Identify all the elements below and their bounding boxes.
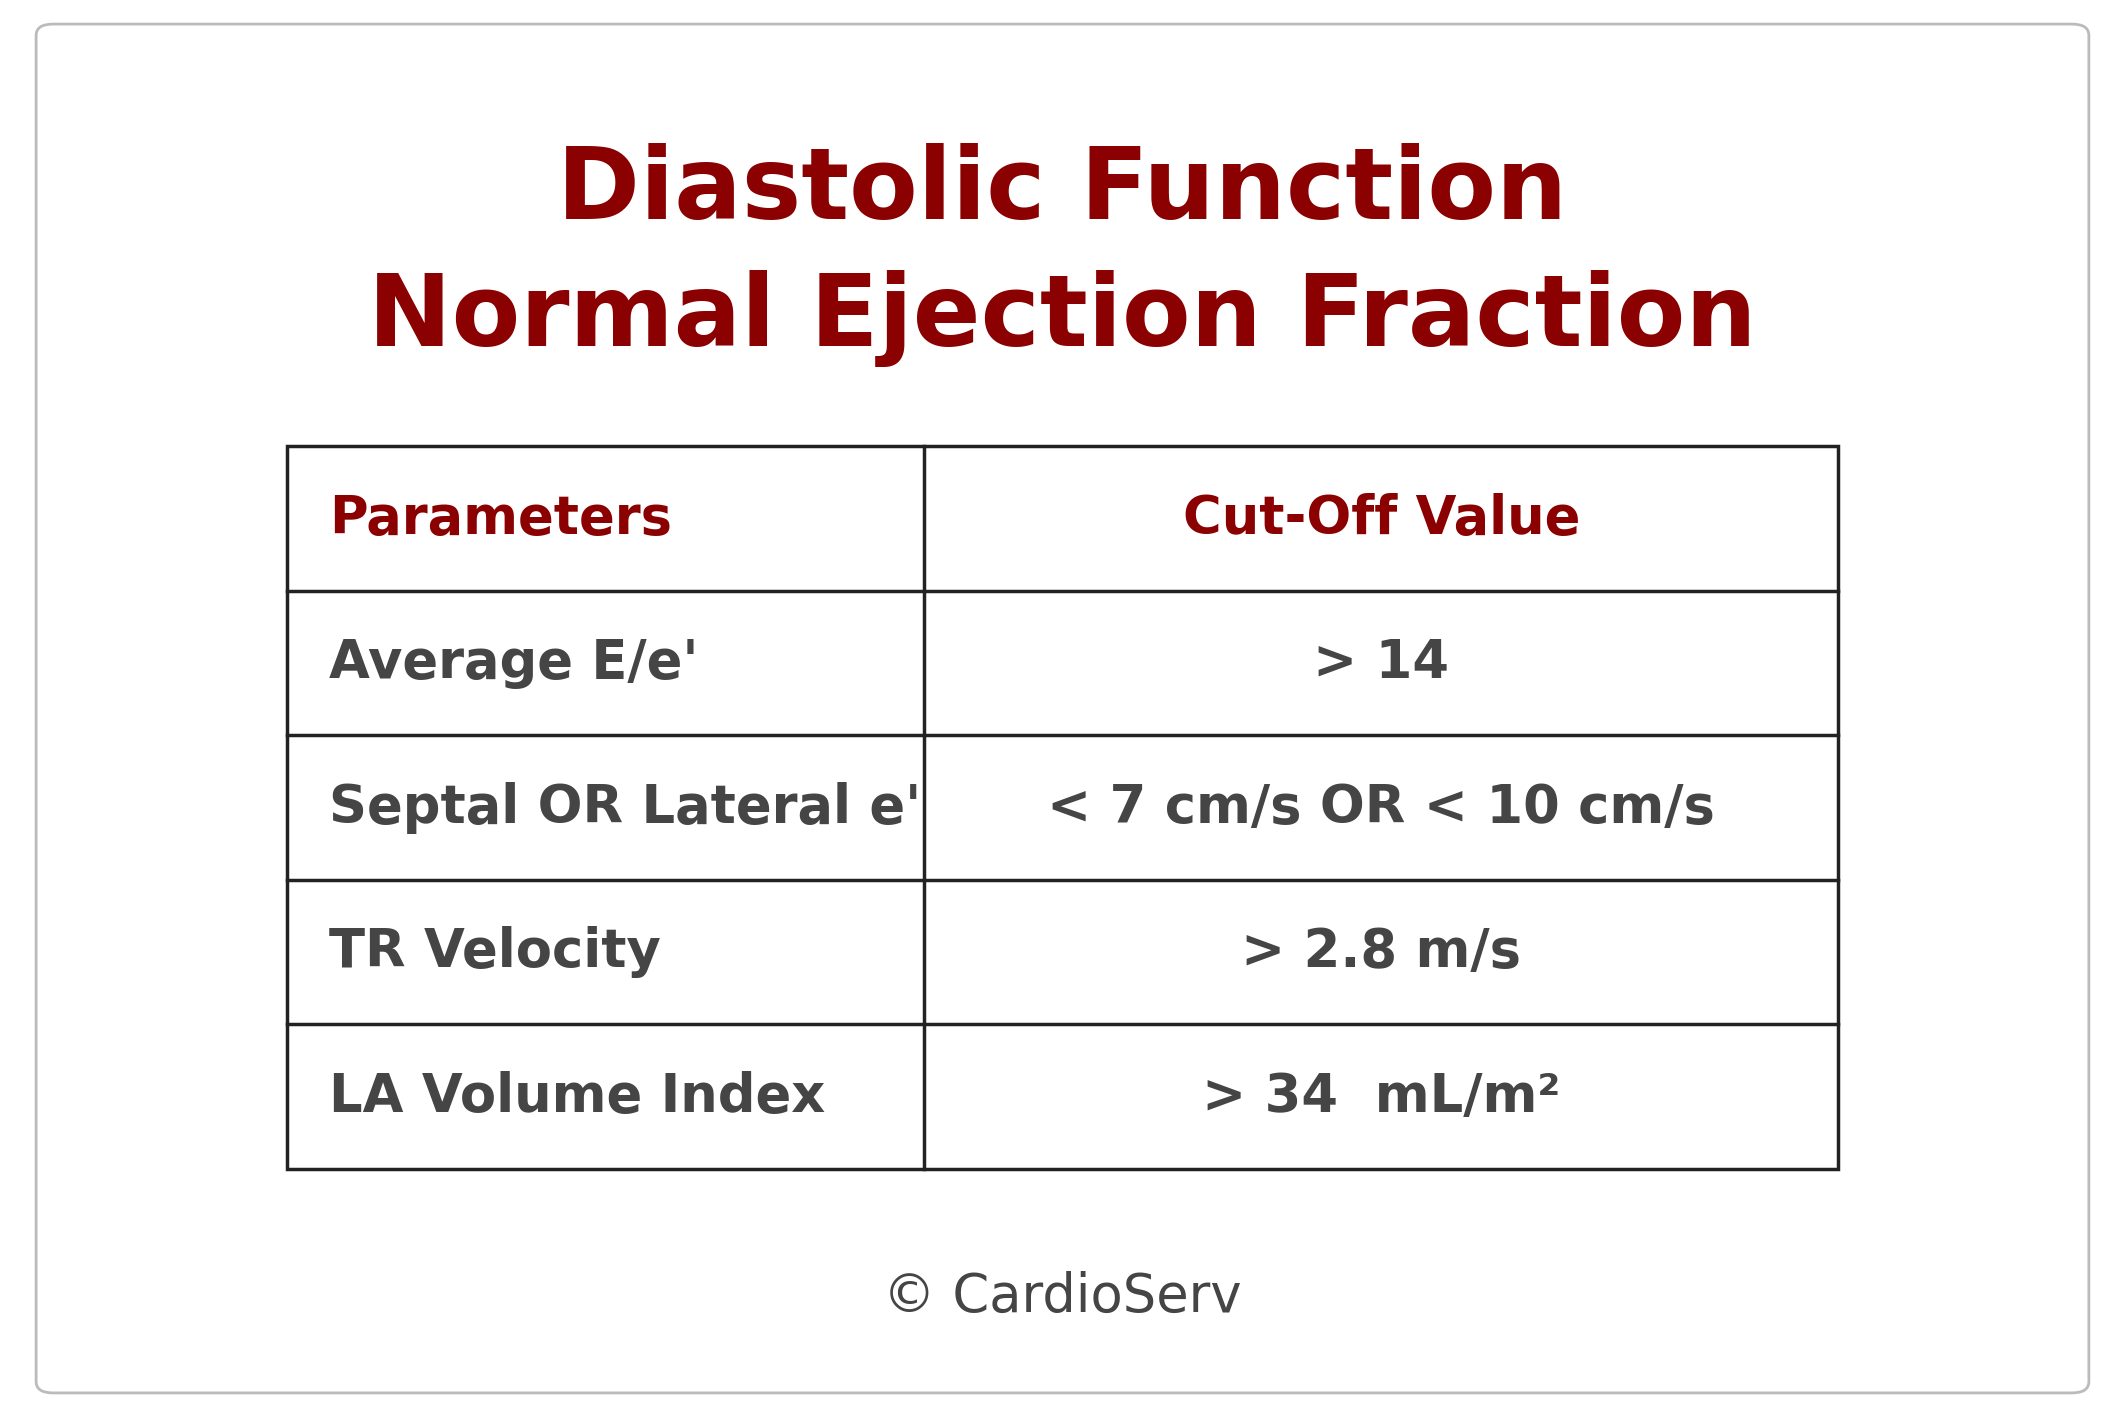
Text: Cut-Off Value: Cut-Off Value — [1182, 493, 1581, 544]
Text: Average E/e': Average E/e' — [329, 638, 699, 689]
Text: Septal OR Lateral e': Septal OR Lateral e' — [329, 782, 922, 833]
Text: > 14: > 14 — [1313, 638, 1449, 689]
Text: > 2.8 m/s: > 2.8 m/s — [1241, 927, 1522, 978]
Text: Normal Ejection Fraction: Normal Ejection Fraction — [368, 271, 1757, 367]
Text: < 7 cm/s OR < 10 cm/s: < 7 cm/s OR < 10 cm/s — [1048, 782, 1715, 833]
Text: > 34  mL/m²: > 34 mL/m² — [1203, 1071, 1560, 1122]
Text: TR Velocity: TR Velocity — [329, 927, 661, 978]
Text: LA Volume Index: LA Volume Index — [329, 1071, 827, 1122]
FancyBboxPatch shape — [36, 24, 2089, 1393]
Bar — [287, 446, 1838, 1169]
Text: Parameters: Parameters — [329, 493, 672, 544]
Text: © CardioServ: © CardioServ — [884, 1271, 1241, 1322]
Text: Diastolic Function: Diastolic Function — [557, 143, 1568, 239]
